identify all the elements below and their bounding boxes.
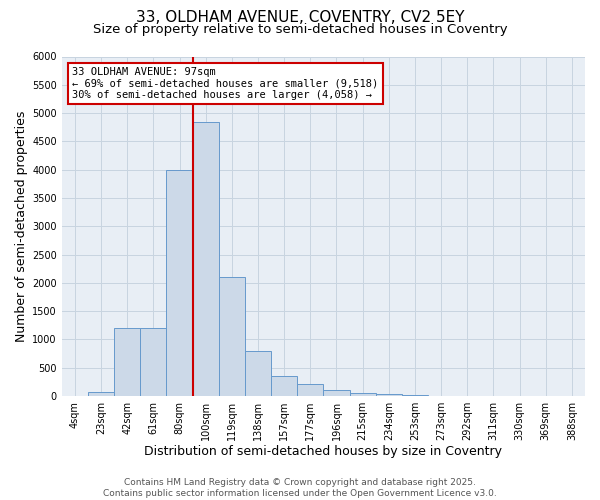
Bar bbox=[402, 395, 428, 396]
Bar bbox=[140, 328, 166, 396]
Bar bbox=[376, 394, 402, 396]
Bar bbox=[350, 394, 376, 396]
Bar bbox=[297, 384, 323, 396]
Bar bbox=[88, 392, 114, 396]
Bar bbox=[271, 376, 297, 396]
Text: 33, OLDHAM AVENUE, COVENTRY, CV2 5EY: 33, OLDHAM AVENUE, COVENTRY, CV2 5EY bbox=[136, 10, 464, 25]
Text: 33 OLDHAM AVENUE: 97sqm
← 69% of semi-detached houses are smaller (9,518)
30% of: 33 OLDHAM AVENUE: 97sqm ← 69% of semi-de… bbox=[72, 66, 379, 100]
X-axis label: Distribution of semi-detached houses by size in Coventry: Distribution of semi-detached houses by … bbox=[145, 444, 502, 458]
Bar bbox=[193, 122, 219, 396]
Bar bbox=[323, 390, 350, 396]
Text: Contains HM Land Registry data © Crown copyright and database right 2025.
Contai: Contains HM Land Registry data © Crown c… bbox=[103, 478, 497, 498]
Bar bbox=[114, 328, 140, 396]
Bar bbox=[166, 170, 193, 396]
Text: Size of property relative to semi-detached houses in Coventry: Size of property relative to semi-detach… bbox=[92, 22, 508, 36]
Y-axis label: Number of semi-detached properties: Number of semi-detached properties bbox=[15, 110, 28, 342]
Bar bbox=[245, 351, 271, 396]
Bar bbox=[219, 277, 245, 396]
